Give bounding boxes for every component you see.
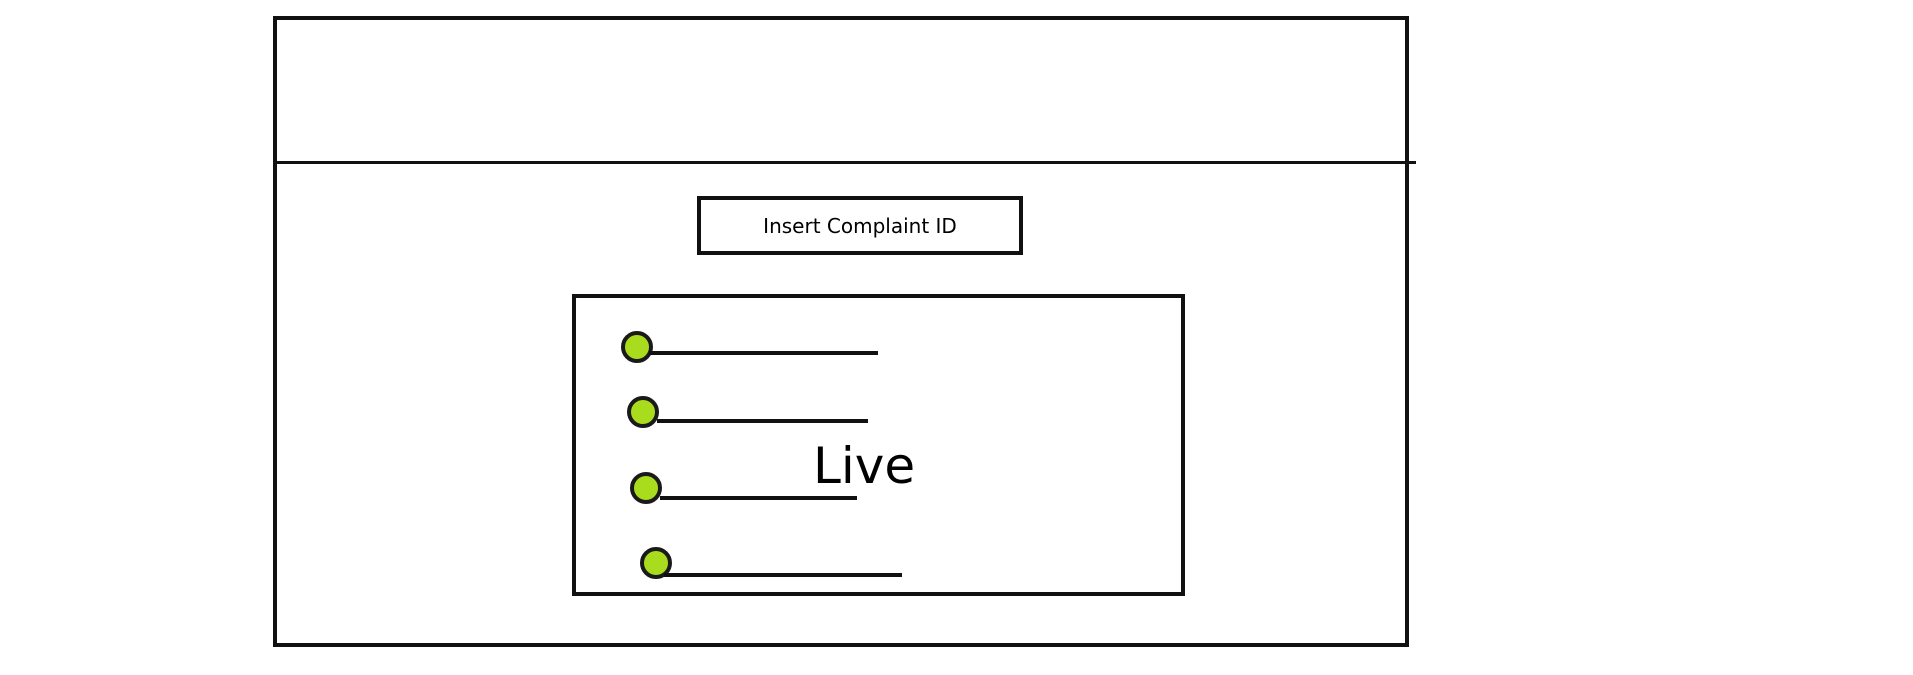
list-item-line — [660, 496, 857, 500]
complaint-status-panel — [572, 294, 1185, 596]
bullet-icon — [630, 472, 662, 504]
bullet-icon — [621, 331, 653, 363]
list-item-line — [664, 573, 902, 577]
complaint-id-placeholder: Insert Complaint ID — [763, 213, 957, 238]
list-item-line — [649, 351, 878, 355]
list-item-line — [657, 419, 868, 423]
bullet-icon — [627, 396, 659, 428]
complaint-id-input[interactable]: Insert Complaint ID — [697, 196, 1023, 255]
header-divider — [273, 161, 1416, 164]
status-live-label: Live — [813, 437, 916, 495]
app-window-frame — [273, 16, 1409, 647]
